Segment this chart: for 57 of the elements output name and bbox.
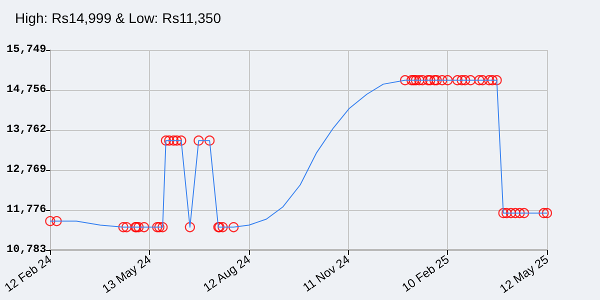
point [437, 75, 448, 86]
x-tick-label: 13 May 24 [100, 252, 154, 296]
point [410, 75, 422, 86]
y-tick-label: 10,783 [6, 244, 47, 256]
point [510, 208, 520, 218]
y-tick-label: 13,762 [6, 124, 46, 136]
x-tick-label: 12 May 25 [497, 252, 552, 296]
point [122, 222, 132, 232]
point [502, 208, 512, 218]
point [498, 208, 508, 218]
point [168, 135, 179, 146]
point [134, 222, 144, 232]
point [487, 75, 498, 86]
point [484, 75, 494, 86]
point [176, 135, 186, 146]
y-tick-label: 15,749 [6, 44, 46, 56]
point [422, 75, 434, 86]
point [194, 135, 204, 146]
point [542, 208, 552, 218]
point [442, 75, 453, 86]
x-tick-label: 10 Feb 25 [399, 252, 452, 295]
point [118, 222, 128, 232]
point [52, 216, 62, 226]
x-tick-label: 12 Aug 24 [200, 252, 254, 295]
y-tick-label: 12,769 [6, 164, 46, 176]
point [228, 222, 239, 232]
point [474, 75, 484, 86]
chart-title: High: Rs14,999 & Low: Rs11,350 [15, 10, 222, 26]
y-tick-label: 11,776 [6, 204, 46, 216]
point [164, 135, 174, 146]
point [138, 222, 150, 232]
point [204, 135, 215, 146]
point [465, 75, 476, 86]
point [158, 222, 168, 232]
y-tick-label: 14,756 [6, 84, 46, 96]
point [460, 75, 470, 86]
point [218, 222, 228, 232]
point [514, 208, 525, 218]
point [425, 75, 436, 86]
point [400, 75, 410, 86]
point [417, 75, 428, 86]
point [452, 75, 463, 86]
point [414, 75, 424, 86]
point [160, 135, 172, 146]
point [184, 222, 196, 232]
x-tick-label: 11 Nov 24 [300, 252, 353, 295]
point [492, 75, 502, 86]
point [477, 75, 488, 86]
point [456, 75, 467, 86]
point [518, 208, 530, 218]
point [506, 208, 516, 218]
point [45, 216, 56, 226]
line-series [50, 80, 548, 228]
point [429, 75, 440, 86]
point [432, 75, 442, 86]
point [538, 208, 549, 218]
point [172, 135, 182, 146]
